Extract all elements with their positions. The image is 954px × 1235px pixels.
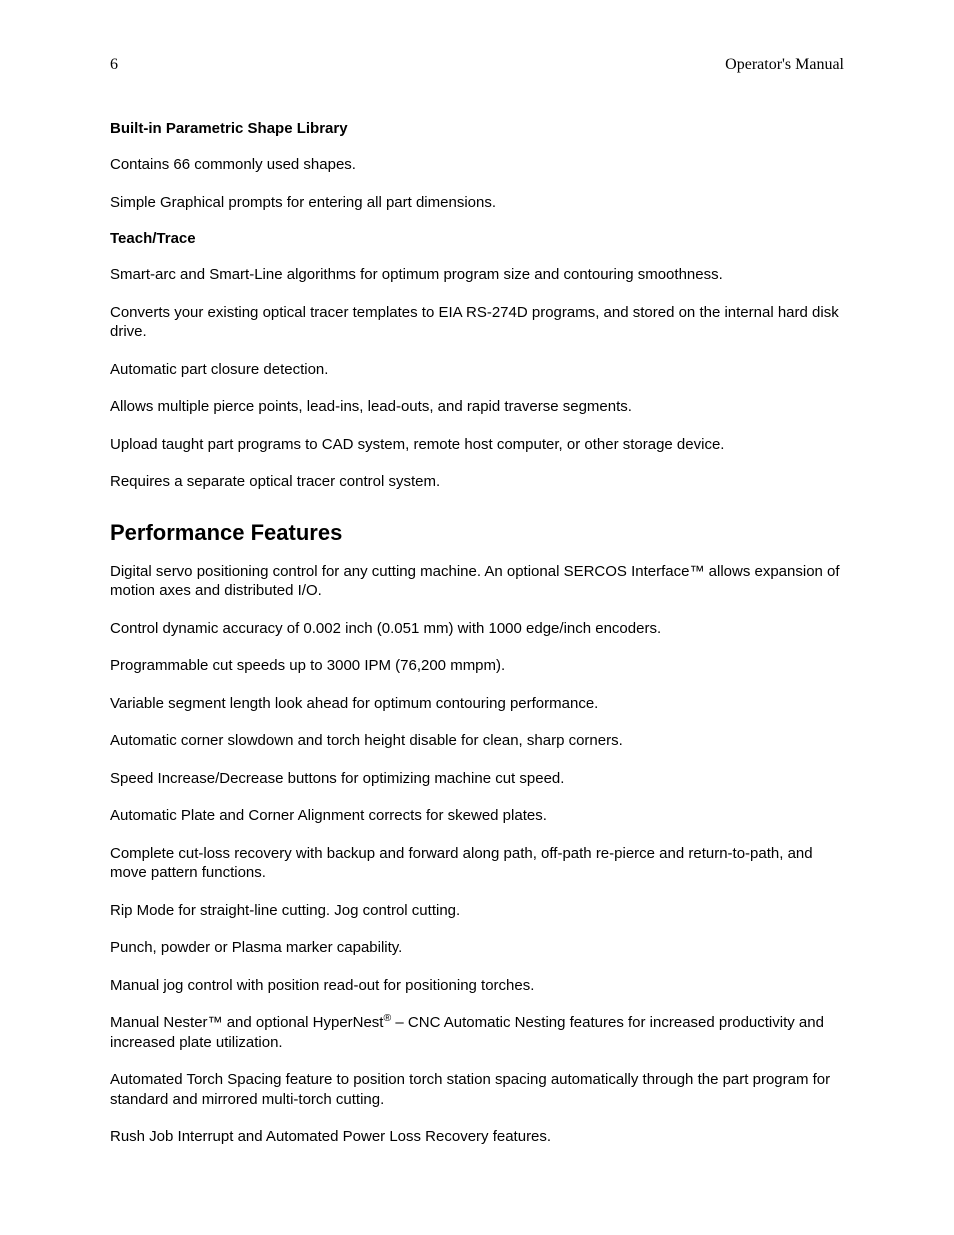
subheading-teach-trace: Teach/Trace — [110, 230, 844, 247]
document-page: 6 Operator's Manual Built-in Parametric … — [0, 0, 954, 1235]
body-text: Automatic Plate and Corner Alignment cor… — [110, 806, 844, 826]
body-text: Digital servo positioning control for an… — [110, 562, 844, 601]
body-text: Punch, powder or Plasma marker capabilit… — [110, 938, 844, 958]
page-header: 6 Operator's Manual — [110, 56, 844, 74]
body-text: Complete cut-loss recovery with backup a… — [110, 844, 844, 883]
body-text: Automatic part closure detection. — [110, 360, 844, 380]
body-text: Smart-arc and Smart-Line algorithms for … — [110, 265, 844, 285]
body-text: Requires a separate optical tracer contr… — [110, 472, 844, 492]
body-text: Upload taught part programs to CAD syste… — [110, 435, 844, 455]
doc-title: Operator's Manual — [725, 56, 844, 74]
body-text: Automatic corner slowdown and torch heig… — [110, 731, 844, 751]
body-text: Allows multiple pierce points, lead-ins,… — [110, 397, 844, 417]
page-number: 6 — [110, 56, 118, 74]
body-text: Control dynamic accuracy of 0.002 inch (… — [110, 619, 844, 639]
body-text: Programmable cut speeds up to 3000 IPM (… — [110, 656, 844, 676]
text-fragment: Manual Nester™ and optional HyperNest — [110, 1014, 383, 1031]
body-text: Automated Torch Spacing feature to posit… — [110, 1070, 844, 1109]
subheading-shape-library: Built-in Parametric Shape Library — [110, 120, 844, 137]
section-title-performance: Performance Features — [110, 520, 844, 546]
body-text: Contains 66 commonly used shapes. — [110, 155, 844, 175]
body-text: Rip Mode for straight-line cutting. Jog … — [110, 901, 844, 921]
body-text: Rush Job Interrupt and Automated Power L… — [110, 1127, 844, 1147]
body-text: Simple Graphical prompts for entering al… — [110, 193, 844, 213]
body-text: Variable segment length look ahead for o… — [110, 694, 844, 714]
body-text: Manual Nester™ and optional HyperNest® –… — [110, 1013, 844, 1052]
body-text: Converts your existing optical tracer te… — [110, 303, 844, 342]
body-text: Manual jog control with position read-ou… — [110, 976, 844, 996]
body-text: Speed Increase/Decrease buttons for opti… — [110, 769, 844, 789]
